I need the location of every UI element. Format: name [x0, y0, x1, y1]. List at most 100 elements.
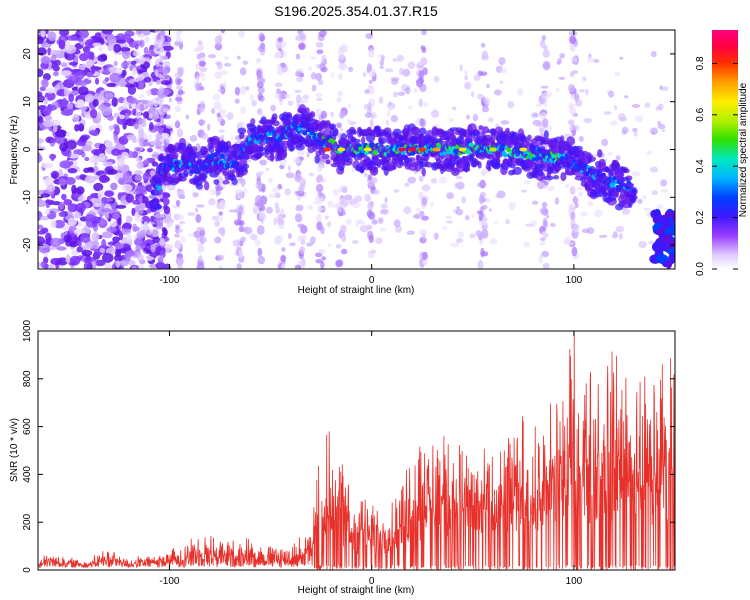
spectrogram-cell	[234, 98, 240, 104]
spectrogram-y-label: Frequency (Hz)	[9, 116, 20, 185]
spectrogram-cell	[155, 261, 166, 269]
spectrogram-cell	[309, 111, 316, 119]
spectrogram-cell	[350, 138, 361, 143]
spectrogram-cell	[541, 92, 550, 100]
spectrogram-cell	[502, 152, 508, 158]
spectrogram-cell	[531, 112, 539, 118]
spectrogram-cell	[152, 237, 161, 244]
spectrogram-cell	[77, 240, 82, 247]
spectrogram-cell	[315, 258, 323, 264]
spectrogram-cell	[226, 112, 234, 120]
spectrogram-cell	[542, 262, 550, 269]
spectrogram-cell	[355, 219, 359, 228]
spectrogram-cell	[135, 109, 142, 120]
spectrogram-cell	[469, 233, 476, 239]
spectrogram-cell	[404, 87, 411, 95]
spectrogram-cell	[418, 175, 424, 183]
spectrogram-cell	[112, 212, 120, 220]
spectrogram-cell	[77, 37, 84, 42]
spectrogram-cell	[119, 114, 125, 120]
colorbar-ticks: 0.0 0.2 0.4 0.6 0.8	[695, 56, 738, 276]
spectrogram-cell	[540, 85, 549, 89]
spectrogram-cell	[142, 111, 149, 119]
spectrogram-cell	[320, 226, 325, 235]
spectrogram-cell	[127, 260, 136, 266]
spectrogram-cell	[213, 179, 220, 185]
spectrogram-cell	[220, 199, 226, 207]
spectrogram-cell	[133, 81, 139, 88]
spectrogram-cell	[271, 113, 278, 121]
spectrogram-cell	[404, 182, 410, 187]
spectrogram-cell	[512, 166, 522, 176]
spectrogram-cell	[543, 181, 549, 186]
spectrogram-cell	[215, 61, 222, 66]
spectrogram-cell	[657, 120, 661, 126]
spectrogram-cell	[287, 143, 296, 152]
spectrogram-cell	[384, 68, 394, 73]
spectrogram-cell	[144, 36, 150, 43]
spectrogram-cell	[340, 185, 348, 190]
spectrogram-cell	[238, 205, 244, 215]
spectrogram-cell	[75, 71, 85, 80]
spectrogram-cell	[43, 120, 54, 128]
snr-series-line	[38, 332, 675, 570]
spectrogram-cell	[136, 231, 144, 239]
spectrogram-cell	[531, 200, 539, 205]
spectrogram-cell	[348, 198, 358, 205]
spectrogram-cell	[432, 147, 441, 152]
spectrogram-cell	[192, 192, 199, 198]
spectrogram-cell	[115, 260, 121, 268]
spectrogram-cell	[127, 97, 138, 104]
spectrogram-cell	[89, 108, 98, 119]
spectrogram-cell	[296, 196, 302, 201]
spectrogram-cell	[656, 214, 663, 225]
spectrogram-cell	[318, 207, 326, 211]
spectrogram-cell	[133, 190, 141, 195]
spectrogram-cell	[424, 161, 434, 168]
spectrogram-cell	[132, 50, 140, 57]
spectrogram-cell	[320, 30, 328, 35]
spectrogram-cell	[94, 77, 100, 85]
spectrogram-cell	[481, 251, 489, 257]
spectrogram-cell	[430, 177, 438, 184]
colorbar-tick-label: 0.2	[695, 210, 706, 224]
spectrogram-cell	[346, 218, 352, 226]
spectrogram-cell	[471, 213, 475, 219]
spectrogram-cell	[122, 222, 132, 230]
spectrogram-cell	[149, 88, 160, 96]
spectrogram-cell	[240, 236, 246, 243]
spectrogram-cell	[316, 97, 323, 102]
spectrogram-cell	[117, 217, 122, 226]
spectrogram-cell	[331, 72, 335, 78]
spectrogram-cell	[139, 59, 145, 65]
spectrogram-cell	[452, 106, 457, 111]
spectrogram-cell	[421, 196, 428, 206]
spectrogram-cell	[478, 194, 485, 205]
spectrogram-cell	[450, 242, 460, 248]
spectrogram-cell	[537, 169, 544, 177]
spectrogram-cell	[121, 151, 129, 159]
spectrogram-cell	[407, 61, 416, 69]
spectrogram-cell	[568, 119, 575, 126]
spectrogram-cell	[38, 137, 44, 144]
spectrogram-cell	[650, 51, 657, 58]
spectrogram-cell	[154, 69, 159, 76]
spectrogram-cell	[50, 220, 57, 228]
spectrogram-cell	[236, 55, 241, 60]
spectrogram-cell	[176, 78, 182, 86]
spectrogram-cell	[340, 127, 344, 132]
spectrogram-cell	[50, 170, 60, 179]
spectrogram-cell	[483, 97, 491, 105]
spectrogram-cell	[65, 35, 78, 41]
spectrogram-cell	[569, 36, 576, 45]
spectrogram-cell	[543, 175, 554, 181]
spectrogram-cell	[197, 40, 203, 49]
spectrogram-cell	[42, 107, 52, 116]
spectrogram-cell	[421, 215, 429, 221]
spectrogram-cell	[418, 98, 423, 108]
spectrogram-cell	[244, 226, 253, 235]
spectrogram-cell	[367, 174, 373, 181]
spectrogram-cell	[238, 249, 244, 259]
spectrogram-cell	[506, 147, 512, 153]
